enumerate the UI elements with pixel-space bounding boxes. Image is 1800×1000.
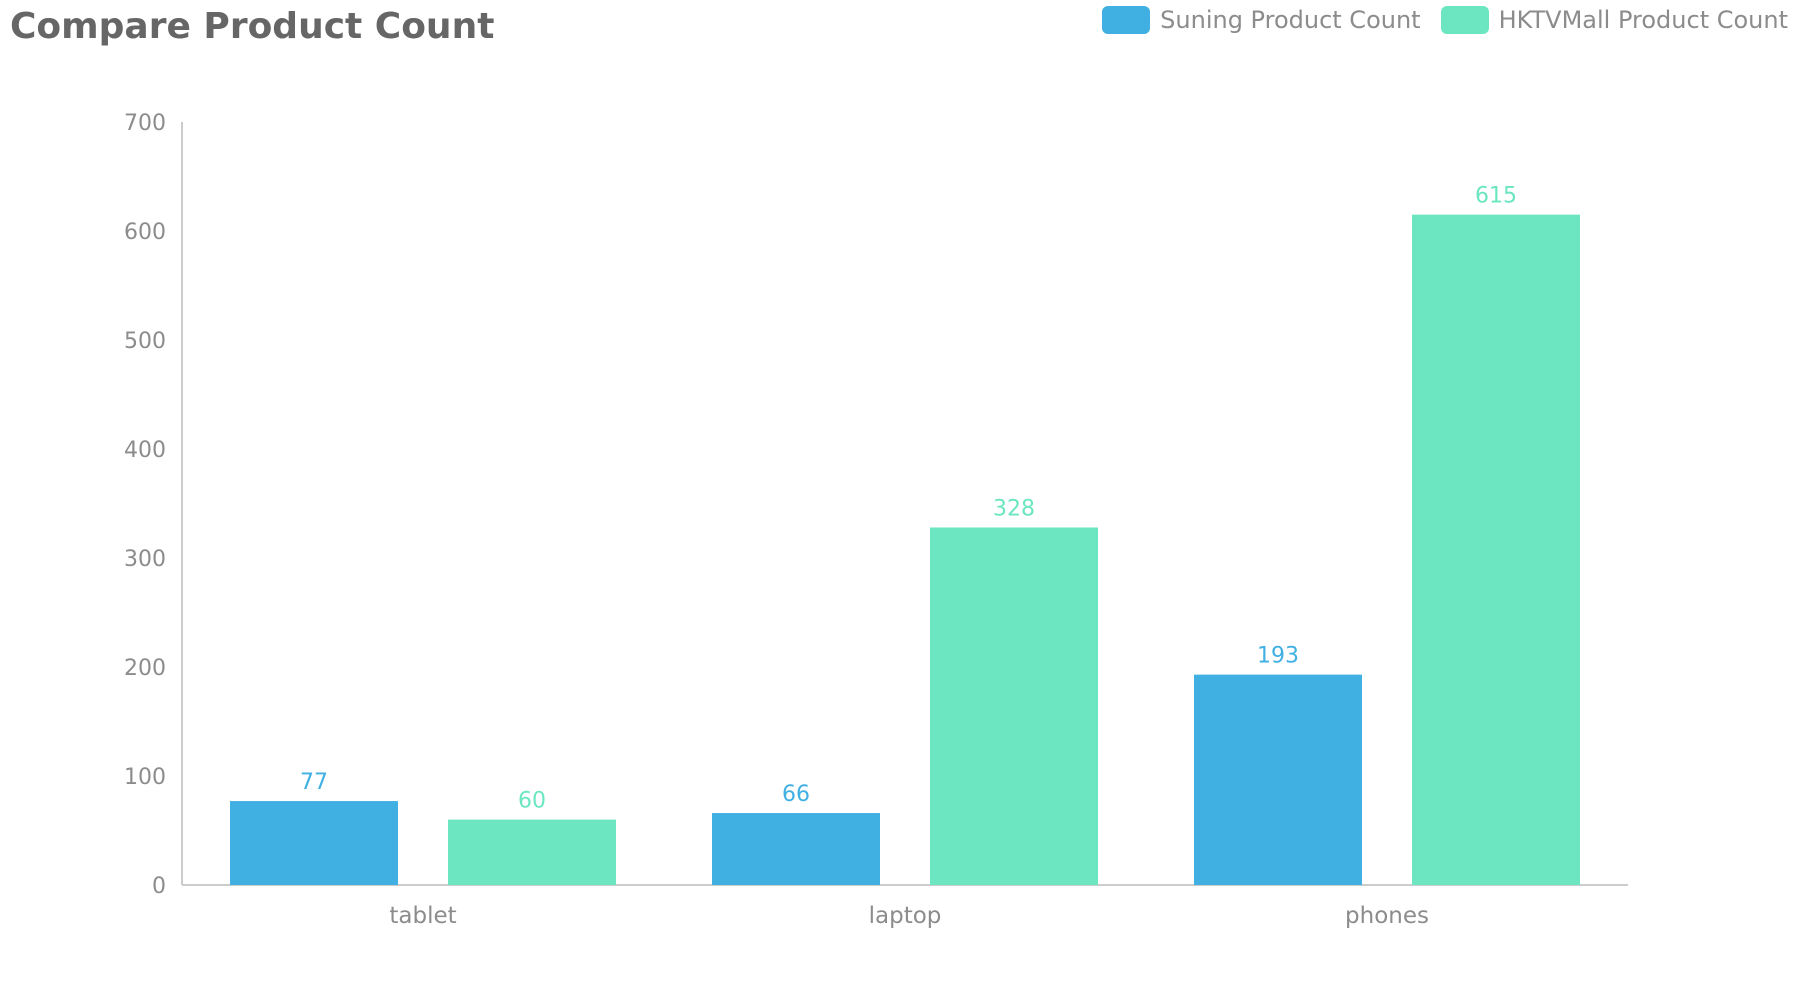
legend-swatch-hktvmall — [1440, 6, 1489, 34]
legend-swatch-suning — [1102, 6, 1151, 34]
legend: Suning Product Count HKTVMall Product Co… — [1102, 6, 1788, 34]
data-label: 193 — [1257, 644, 1299, 669]
data-label: 66 — [782, 782, 810, 807]
legend-item-hktvmall[interactable]: HKTVMall Product Count — [1440, 6, 1788, 34]
y-tick-label: 0 — [152, 874, 166, 899]
bar-tablet-series-0 — [230, 801, 398, 885]
bar-phones-series-1 — [1412, 214, 1580, 885]
y-tick-label: 500 — [124, 329, 166, 354]
y-tick-label: 200 — [124, 656, 166, 681]
x-category-label: laptop — [869, 903, 942, 929]
bar-laptop-series-0 — [712, 813, 880, 885]
x-category-label: phones — [1345, 903, 1429, 929]
y-tick-label: 400 — [124, 438, 166, 463]
data-label: 328 — [993, 496, 1035, 521]
y-tick-label: 700 — [124, 111, 166, 136]
bar-tablet-series-1 — [448, 819, 616, 885]
data-label: 77 — [300, 770, 328, 795]
bar-laptop-series-1 — [930, 527, 1098, 885]
y-tick-label: 100 — [124, 765, 166, 790]
data-label: 60 — [518, 789, 546, 814]
y-tick-label: 600 — [124, 220, 166, 245]
x-category-label: tablet — [389, 903, 456, 929]
data-label: 615 — [1475, 184, 1517, 209]
legend-label-hktvmall: HKTVMall Product Count — [1498, 6, 1788, 34]
chart-title: Compare Product Count — [10, 6, 495, 47]
legend-item-suning[interactable]: Suning Product Count — [1102, 6, 1421, 34]
y-tick-label: 300 — [124, 547, 166, 572]
legend-label-suning: Suning Product Count — [1160, 6, 1421, 34]
bar-phones-series-0 — [1194, 674, 1362, 885]
